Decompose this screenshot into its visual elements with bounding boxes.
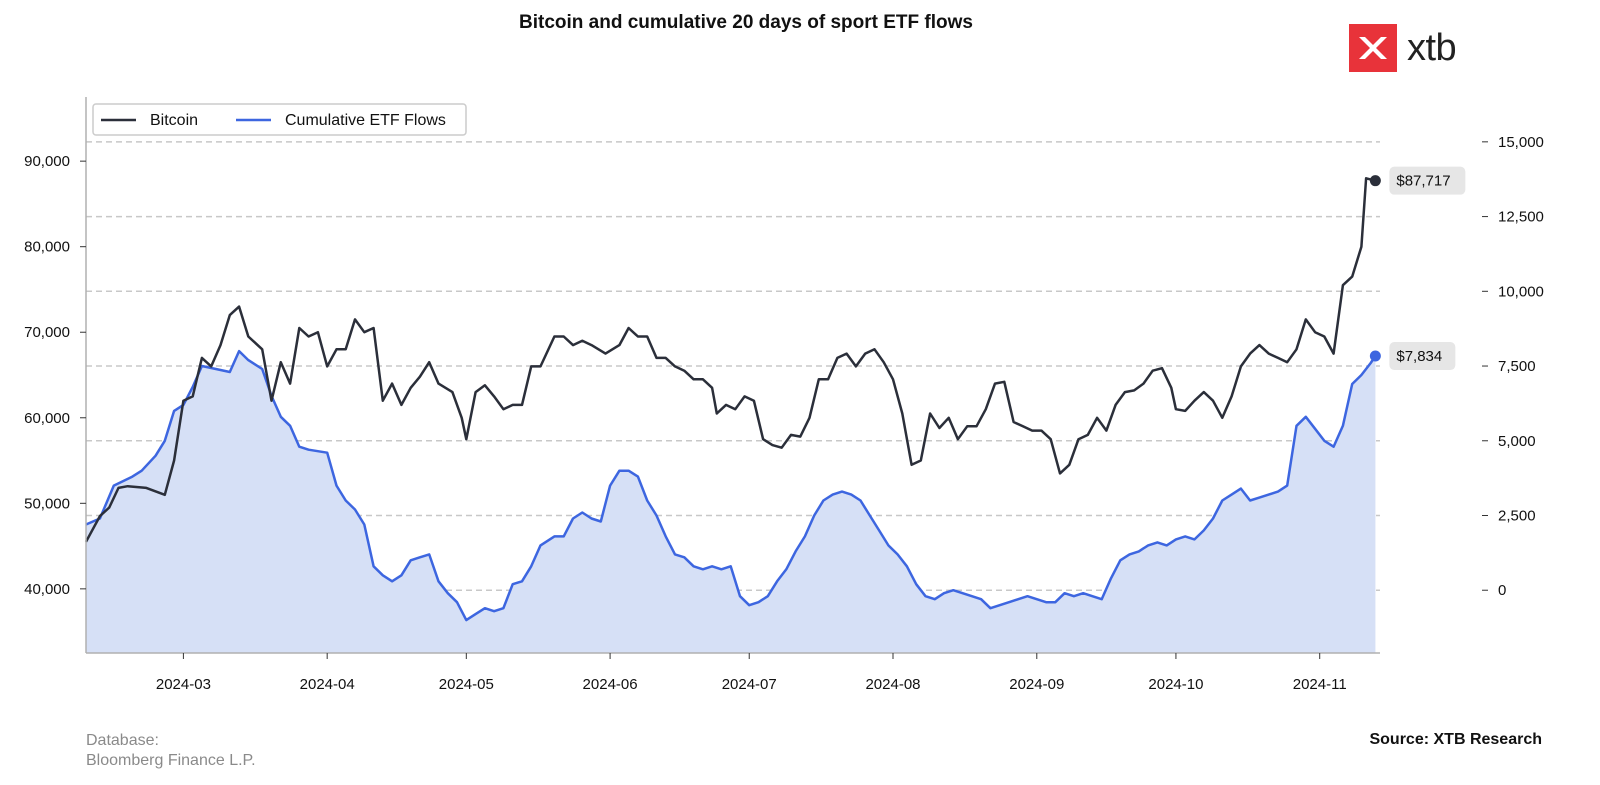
logo-text: xtb (1407, 27, 1457, 69)
chart-title: Bitcoin and cumulative 20 days of sport … (519, 12, 973, 33)
database-label: Database: (86, 732, 159, 749)
y-right-tick-label: 10,000 (1498, 283, 1544, 300)
etf-area-fill (86, 351, 1376, 653)
x-tick-label: 2024-09 (1009, 676, 1064, 693)
value-callout-label: $7,834 (1396, 348, 1442, 365)
x-tick-label: 2024-08 (865, 676, 920, 693)
x-tick-label: 2024-03 (156, 676, 211, 693)
y-right-tick-label: 0 (1498, 582, 1506, 599)
legend-label-bitcoin: Bitcoin (150, 112, 198, 129)
xtb-logo: xtb (1349, 24, 1457, 72)
value-callout-box (1389, 166, 1466, 195)
value-callout-box (1389, 342, 1456, 371)
legend-box (92, 103, 467, 136)
series-end-marker (1369, 350, 1381, 362)
source-credit: Source: XTB Research (1369, 731, 1542, 748)
y-left-tick-label: 70,000 (24, 324, 70, 341)
y-right-tick-label: 12,500 (1498, 209, 1544, 226)
database-value: Bloomberg Finance L.P. (86, 752, 256, 769)
legend-label-etf-flows: Cumulative ETF Flows (285, 112, 446, 129)
series-line-etf-flows (85, 349, 1377, 622)
x-tick-label: 2024-06 (583, 676, 638, 693)
value-callout-label: $87,717 (1396, 173, 1450, 190)
y-right-tick-label: 5,000 (1498, 433, 1536, 450)
series-line-bitcoin (84, 177, 1376, 543)
y-right-tick-label: 15,000 (1498, 134, 1544, 151)
y-right-tick-label: 7,500 (1498, 358, 1536, 375)
x-tick-label: 2024-10 (1148, 676, 1203, 693)
x-tick-label: 2024-04 (300, 676, 355, 693)
x-tick-label: 2024-05 (439, 676, 494, 693)
series-end-marker (1369, 175, 1381, 187)
y-right-tick-label: 2,500 (1498, 507, 1536, 524)
y-left-tick-label: 90,000 (24, 153, 70, 170)
y-left-tick-label: 80,000 (24, 239, 70, 256)
y-left-tick-label: 60,000 (24, 410, 70, 427)
x-tick-label: 2024-11 (1293, 676, 1347, 693)
xtb-x-icon (1349, 24, 1397, 72)
footer-database: Database: Bloomberg Finance L.P. (86, 731, 256, 771)
x-tick-label: 2024-07 (722, 676, 777, 693)
y-left-tick-label: 50,000 (24, 495, 70, 512)
y-left-tick-label: 40,000 (24, 581, 70, 598)
